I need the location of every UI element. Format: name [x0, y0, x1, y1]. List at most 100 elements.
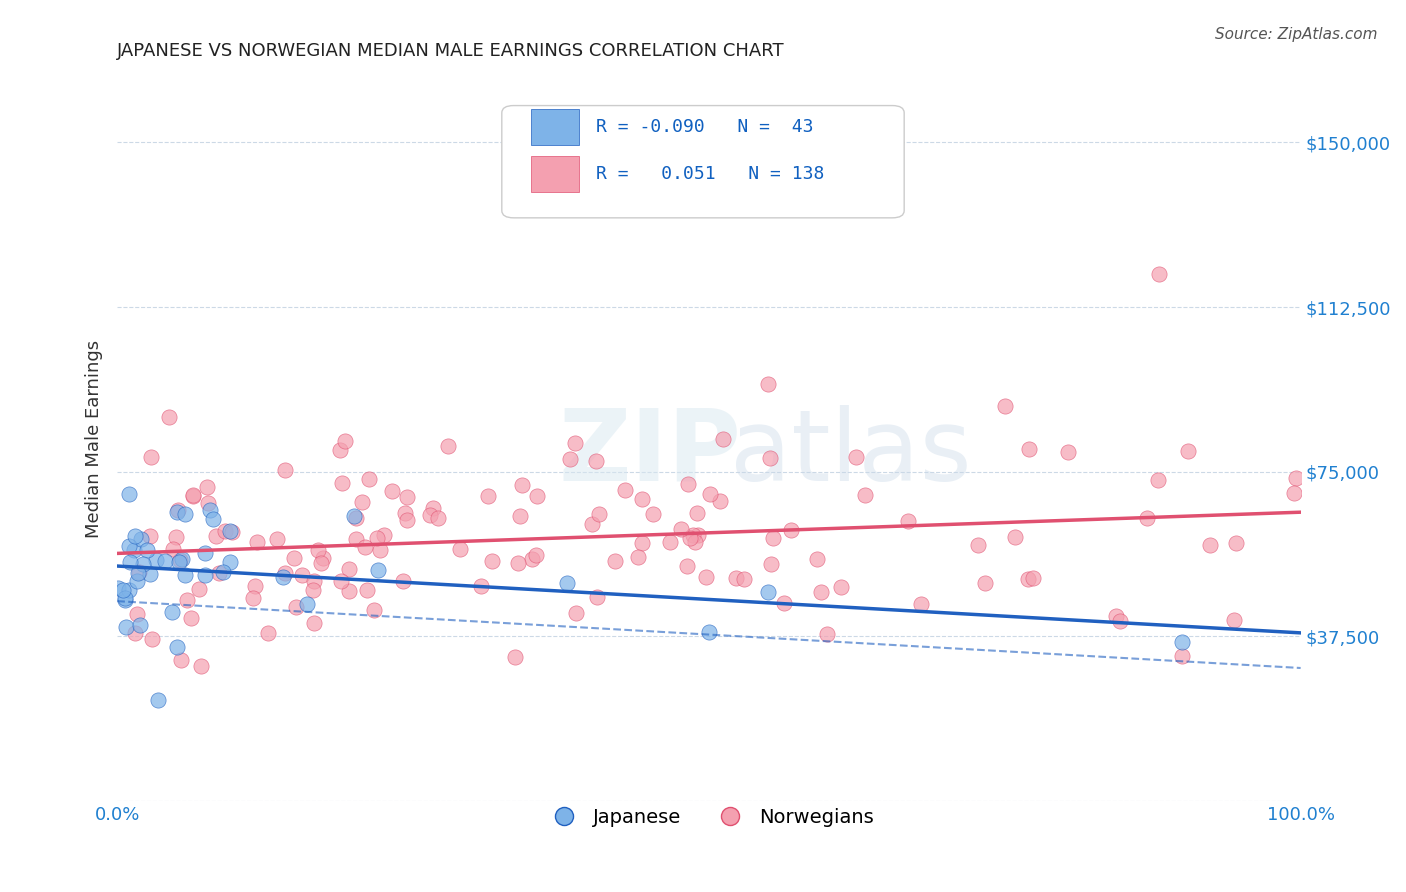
Point — [329, 442, 352, 457]
Point — [524, 548, 547, 562]
Point — [131, 533, 153, 547]
Point — [368, 543, 391, 558]
Point — [124, 625, 146, 640]
Legend: Japanese, Norwegians: Japanese, Norwegians — [537, 800, 882, 835]
Point — [450, 541, 472, 556]
Point — [166, 503, 188, 517]
Point — [994, 399, 1017, 413]
Point — [118, 486, 141, 500]
Point — [245, 579, 267, 593]
Point — [197, 496, 219, 510]
Point — [679, 531, 702, 545]
Point — [685, 535, 707, 549]
Point — [734, 572, 756, 586]
Point — [363, 603, 385, 617]
Point — [427, 511, 450, 525]
Point — [1105, 608, 1128, 623]
Point — [169, 553, 191, 567]
Point — [966, 538, 988, 552]
Point — [392, 574, 415, 589]
Point — [380, 484, 402, 499]
Point — [194, 567, 217, 582]
Point — [396, 513, 419, 527]
Point — [295, 597, 318, 611]
Point — [669, 522, 692, 536]
Point — [157, 409, 180, 424]
Point — [711, 432, 734, 446]
Point — [124, 529, 146, 543]
Point — [419, 508, 441, 522]
Point — [1284, 485, 1306, 500]
Point — [675, 559, 697, 574]
Point — [564, 435, 586, 450]
Point — [357, 471, 380, 485]
Point — [1171, 648, 1194, 663]
Point — [190, 659, 212, 673]
Bar — [531, 109, 579, 145]
Point — [139, 450, 162, 464]
Point — [1147, 267, 1170, 281]
Point — [395, 490, 418, 504]
Point — [1225, 535, 1247, 549]
Point — [330, 574, 353, 588]
Point — [470, 579, 492, 593]
Text: Source: ZipAtlas.com: Source: ZipAtlas.com — [1215, 27, 1378, 42]
Point — [422, 501, 444, 516]
Point — [526, 490, 548, 504]
Point — [162, 542, 184, 557]
Point — [174, 507, 197, 521]
Point — [176, 593, 198, 607]
Point — [356, 583, 378, 598]
Point — [758, 451, 780, 466]
Point — [699, 486, 721, 500]
Point — [128, 565, 150, 579]
Point — [344, 532, 367, 546]
Point — [111, 583, 134, 598]
Point — [367, 564, 389, 578]
Text: atlas: atlas — [730, 405, 972, 501]
Point — [686, 507, 709, 521]
Point — [585, 590, 607, 604]
Point — [756, 376, 779, 391]
Point — [274, 463, 297, 477]
Point — [581, 516, 603, 531]
Point — [603, 554, 626, 568]
Text: ZIP: ZIP — [558, 405, 741, 501]
Point — [132, 557, 155, 571]
Point — [219, 524, 242, 539]
Point — [312, 551, 335, 566]
Point — [273, 566, 295, 581]
Point — [555, 576, 578, 591]
Point — [291, 567, 314, 582]
Point — [614, 483, 637, 497]
Point — [810, 585, 832, 599]
Point — [337, 583, 360, 598]
Point — [682, 528, 704, 542]
Point — [436, 439, 458, 453]
Point — [1109, 614, 1132, 628]
Point — [166, 640, 188, 655]
Point — [910, 597, 932, 611]
Point — [366, 531, 388, 545]
Point — [1018, 442, 1040, 456]
Point — [724, 571, 747, 585]
Point — [214, 524, 236, 539]
Point — [114, 593, 136, 607]
Point — [503, 650, 526, 665]
Point — [181, 488, 204, 502]
Point — [1285, 471, 1308, 485]
Point — [627, 550, 650, 565]
Point — [135, 542, 157, 557]
Point — [307, 543, 329, 558]
Point — [1177, 443, 1199, 458]
Point — [146, 693, 169, 707]
Point — [139, 529, 162, 543]
Point — [830, 580, 852, 594]
Point — [709, 494, 731, 508]
Point — [354, 540, 377, 554]
Point — [242, 591, 264, 606]
Point — [1223, 614, 1246, 628]
Point — [333, 434, 356, 448]
Point — [172, 552, 194, 566]
Point — [198, 502, 221, 516]
